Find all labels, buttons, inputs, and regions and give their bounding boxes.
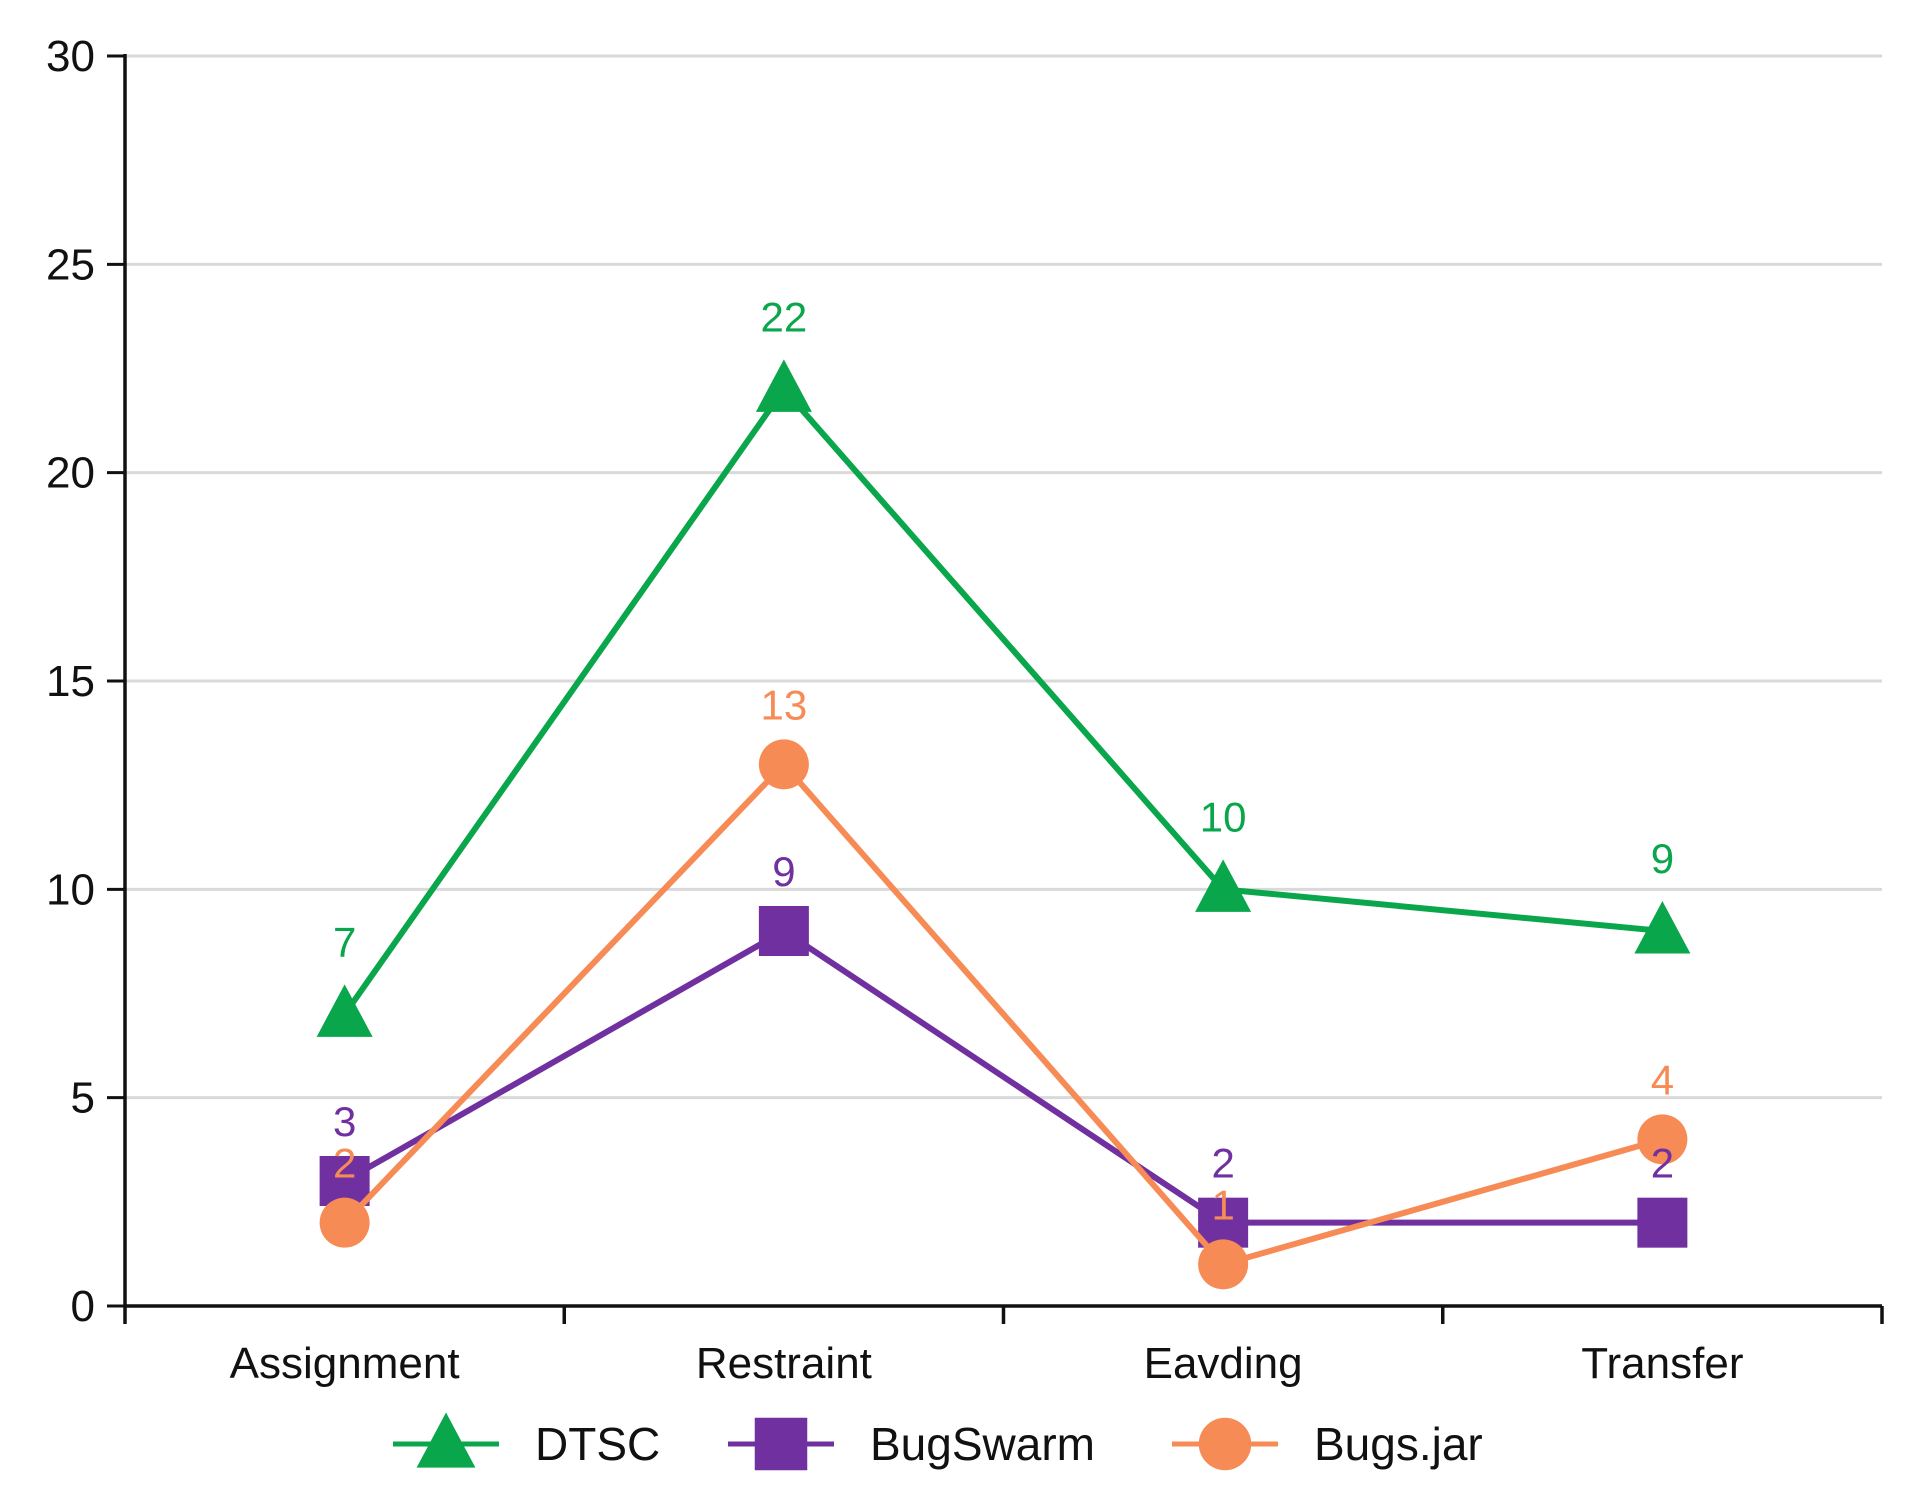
gridlines	[125, 54, 1882, 1100]
legend: DTSC BugSwarm Bugs.jar	[393, 1412, 1483, 1471]
y-tick-label: 0	[71, 1282, 95, 1331]
legend-item-dtsc: DTSC	[393, 1412, 660, 1470]
data-label: 2	[1211, 1140, 1234, 1187]
y-tick-label: 15	[46, 657, 95, 706]
data-point	[319, 1197, 370, 1248]
data-point	[1637, 1197, 1688, 1248]
y-tick-label: 30	[46, 32, 95, 81]
legend-label: BugSwarm	[870, 1418, 1095, 1470]
legend-item-bugs-jar: Bugs.jar	[1172, 1417, 1483, 1471]
legend-item-bugswarm: BugSwarm	[728, 1417, 1095, 1471]
y-tick-label: 5	[71, 1074, 95, 1123]
legend-marker	[754, 1417, 808, 1471]
data-label: 2	[333, 1140, 356, 1187]
series-line-bugs-jar	[342, 761, 1664, 1268]
data-point	[1195, 859, 1252, 912]
data-label: 7	[333, 918, 356, 965]
data-point	[1198, 1239, 1249, 1290]
data-point	[1634, 901, 1691, 954]
y-tick-label: 10	[46, 865, 95, 914]
data-point	[1637, 1114, 1688, 1165]
data-point	[758, 739, 809, 790]
legend-label: DTSC	[535, 1418, 660, 1470]
y-tick-label: 25	[46, 240, 95, 289]
data-label: 9	[1651, 835, 1674, 882]
data-point	[316, 984, 373, 1037]
series-layer	[316, 359, 1691, 1290]
data-label: 13	[761, 681, 808, 728]
data-label: 3	[333, 1098, 356, 1145]
legend-label: Bugs.jar	[1314, 1418, 1483, 1470]
y-tick-label: 20	[46, 449, 95, 498]
data-label: 9	[772, 848, 795, 895]
series-line-bugswarm	[343, 928, 1663, 1226]
series-line-dtsc	[342, 386, 1663, 1017]
x-tick-label: Restraint	[696, 1339, 872, 1388]
data-point	[1198, 1197, 1249, 1248]
data-label: 10	[1200, 793, 1247, 840]
legend-marker	[1198, 1417, 1252, 1471]
x-tick-label: Eavding	[1144, 1339, 1303, 1388]
data-label: 2	[1651, 1140, 1674, 1187]
data-point	[758, 906, 809, 956]
x-tick-label: Assignment	[230, 1339, 460, 1388]
data-label: 1	[1211, 1181, 1234, 1228]
data-point	[755, 359, 812, 412]
legend-marker	[416, 1412, 476, 1468]
axes: 0 5 10 15 20 25 30 Assignment Restraint Eavding Tr…	[46, 32, 1884, 1388]
data-label: 4	[1651, 1056, 1674, 1103]
x-tick-label: Transfer	[1581, 1339, 1743, 1388]
data-label: 22	[761, 293, 808, 340]
